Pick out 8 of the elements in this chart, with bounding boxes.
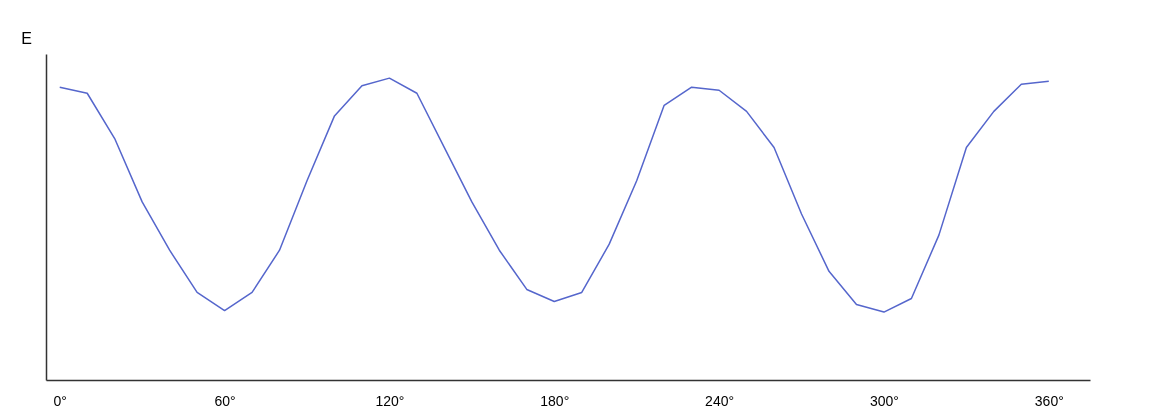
x-tick-label: 120°	[375, 392, 405, 409]
x-tick-label: 60°	[214, 392, 236, 409]
x-tick-label: 0°	[53, 392, 67, 409]
x-tick-label: 180°	[540, 392, 570, 409]
x-tick-label: 300°	[869, 392, 899, 409]
y-axis-title: E	[21, 29, 32, 47]
x-tick-label: 360°	[1034, 392, 1064, 409]
x-tick-label: 240°	[705, 392, 735, 409]
